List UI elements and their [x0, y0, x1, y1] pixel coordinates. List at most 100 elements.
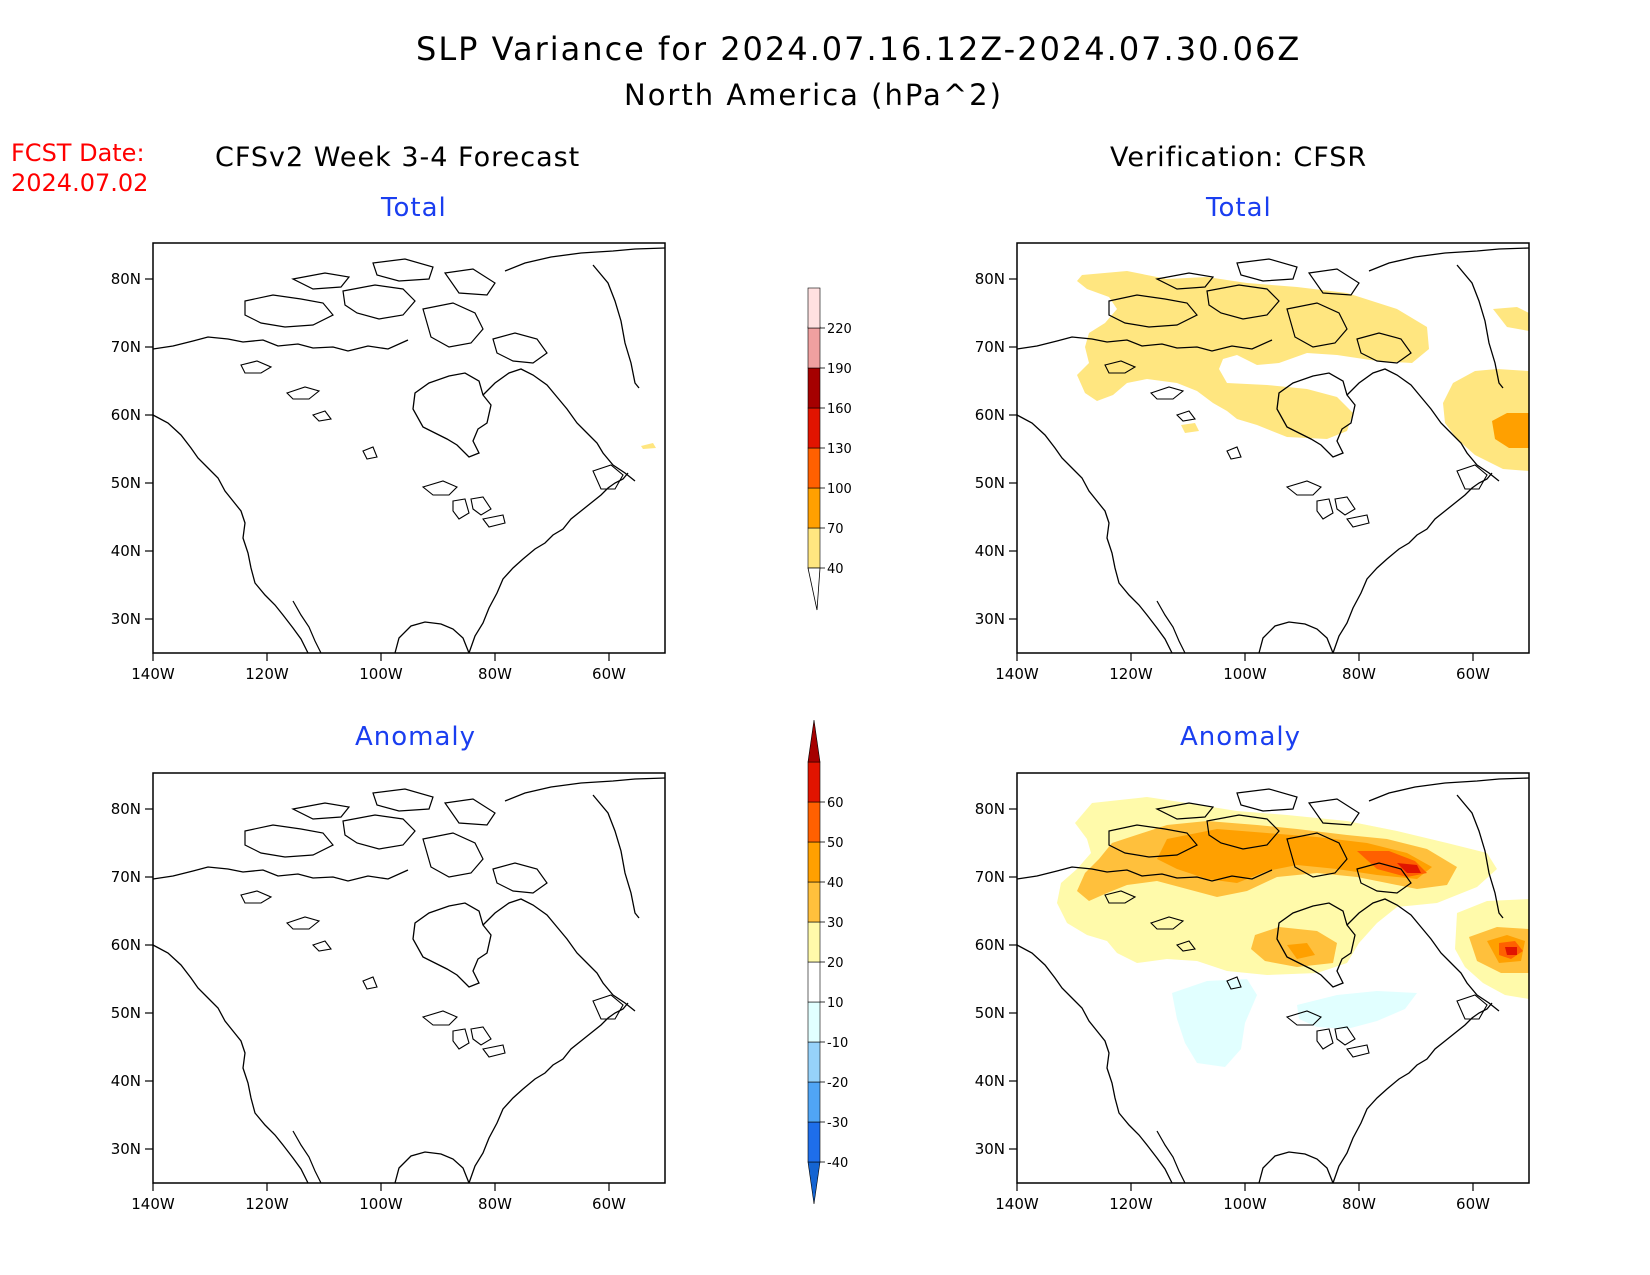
- right-column-header: Verification: CFSR: [1110, 142, 1368, 173]
- x-tick-label: 80W: [1342, 1195, 1376, 1213]
- y-tick-label: 40N: [111, 542, 141, 560]
- x-tick-label: 60W: [1456, 665, 1490, 683]
- map-panel-forecast-total: [152, 242, 666, 654]
- y-tick-label: 60N: [111, 936, 141, 954]
- colorbar-total: 40 70 100 130 160 190 220: [807, 287, 852, 611]
- fcst-label: FCST Date:: [11, 139, 145, 167]
- y-tick-label: 80N: [111, 800, 141, 818]
- colorbar-label: -30: [827, 1116, 848, 1131]
- y-tick-label: 40N: [975, 1072, 1005, 1090]
- colorbar-swatch: [807, 1121, 821, 1163]
- x-tick-label: 140W: [131, 1195, 175, 1213]
- y-tick-label: 70N: [111, 338, 141, 356]
- x-tick-label: 60W: [592, 665, 626, 683]
- y-tick-label: 30N: [111, 610, 141, 628]
- map-panel-verification-total: [1016, 242, 1530, 654]
- y-tick-label: 40N: [111, 1072, 141, 1090]
- colorbar-label: 130: [827, 442, 852, 457]
- y-tick-label: 60N: [975, 406, 1005, 424]
- main-title: SLP Variance for 2024.07.16.12Z-2024.07.…: [416, 30, 1302, 68]
- panel-title-bottom-right: Anomaly: [1180, 722, 1302, 752]
- x-tick-label: 100W: [359, 1195, 403, 1213]
- x-tick-label: 120W: [1109, 1195, 1153, 1213]
- colorbar-swatch: [807, 1041, 821, 1083]
- y-tick-label: 50N: [975, 474, 1005, 492]
- x-tick-label: 100W: [359, 665, 403, 683]
- colorbar-label: 60: [827, 796, 844, 811]
- y-tick-label: 40N: [975, 542, 1005, 560]
- left-column-header: CFSv2 Week 3-4 Forecast: [215, 142, 581, 173]
- x-tick-label: 140W: [995, 1195, 1039, 1213]
- x-tick-label: 60W: [1456, 1195, 1490, 1213]
- map-panel-forecast-anomaly: [152, 772, 666, 1184]
- x-tick-label: 100W: [1223, 1195, 1267, 1213]
- colorbar-swatch: [807, 327, 821, 369]
- colorbar-swatch: [807, 961, 821, 1003]
- y-tick-label: 80N: [975, 270, 1005, 288]
- colorbar-swatch: [807, 881, 821, 923]
- colorbar-swatch: [807, 287, 821, 329]
- shade-small-top-left: [641, 443, 656, 449]
- y-tick-label: 30N: [975, 1140, 1005, 1158]
- map-panel-verification-anomaly: [1016, 772, 1530, 1184]
- colorbar-label: 20: [827, 956, 844, 971]
- colorbar-swatch: [807, 801, 821, 843]
- shade-40-70-north: [1077, 271, 1429, 439]
- shade-small-ne: [1493, 307, 1529, 331]
- colorbar-label: 10: [827, 996, 844, 1011]
- y-tick-label: 60N: [975, 936, 1005, 954]
- panel-title-top-right: Total: [1206, 193, 1272, 223]
- colorbar-label: 40: [827, 876, 844, 891]
- colorbar-swatch: [807, 1001, 821, 1043]
- colorbar-swatch: [807, 447, 821, 489]
- anom-neg-east: [1297, 991, 1417, 1029]
- y-tick-label: 80N: [975, 800, 1005, 818]
- colorbar-arrow-high: [807, 719, 821, 763]
- x-tick-label: 140W: [131, 665, 175, 683]
- colorbar-arrow-low: [807, 1161, 821, 1205]
- y-tick-label: 50N: [111, 474, 141, 492]
- colorbar-label: 220: [827, 322, 852, 337]
- colorbar-label: -10: [827, 1036, 848, 1051]
- y-tick-label: 30N: [975, 610, 1005, 628]
- y-tick-label: 50N: [975, 1004, 1005, 1022]
- colorbar-swatch: [807, 367, 821, 409]
- y-tick-label: 70N: [975, 868, 1005, 886]
- x-tick-label: 60W: [592, 1195, 626, 1213]
- y-tick-label: 70N: [975, 338, 1005, 356]
- colorbar-label: 100: [827, 482, 852, 497]
- colorbar-swatch: [807, 841, 821, 883]
- colorbar-swatch: [807, 1081, 821, 1123]
- y-tick-label: 80N: [111, 270, 141, 288]
- y-tick-label: 60N: [111, 406, 141, 424]
- anom-neg-west: [1172, 979, 1257, 1067]
- axes-layer: 140W 120W 100W 80W 60W 80N 70N 60N 50N 40N 30N 140W…: [111, 270, 1490, 1213]
- panel-title-bottom-left: Anomaly: [355, 722, 477, 752]
- subtitle: North America (hPa^2): [624, 78, 1003, 112]
- colorbar-swatch: [807, 407, 821, 449]
- panel-title-top-left: Total: [381, 193, 447, 223]
- colorbar-label: 190: [827, 362, 852, 377]
- x-tick-label: 120W: [245, 1195, 289, 1213]
- y-tick-label: 70N: [111, 868, 141, 886]
- colorbar-swatch: [807, 761, 821, 803]
- x-tick-label: 80W: [478, 665, 512, 683]
- shade-70-100-east: [1492, 413, 1529, 448]
- x-tick-label: 120W: [1109, 665, 1153, 683]
- colorbar-label: 30: [827, 916, 844, 931]
- anom-30-40-band: [1157, 829, 1432, 883]
- x-tick-label: 80W: [1342, 665, 1376, 683]
- colorbar-anomaly: -40 -30 -20 -10 10 20 30 40 50 60: [807, 719, 848, 1205]
- x-tick-label: 120W: [245, 665, 289, 683]
- colorbar-label: 70: [827, 522, 844, 537]
- colorbar-label: 50: [827, 836, 844, 851]
- y-tick-label: 30N: [111, 1140, 141, 1158]
- fcst-date: 2024.07.02: [11, 169, 149, 197]
- colorbar-label: -20: [827, 1076, 848, 1091]
- y-tick-label: 50N: [111, 1004, 141, 1022]
- x-tick-label: 80W: [478, 1195, 512, 1213]
- x-tick-label: 100W: [1223, 665, 1267, 683]
- colorbar-swatch: [807, 487, 821, 529]
- colorbar-label: 40: [827, 562, 844, 577]
